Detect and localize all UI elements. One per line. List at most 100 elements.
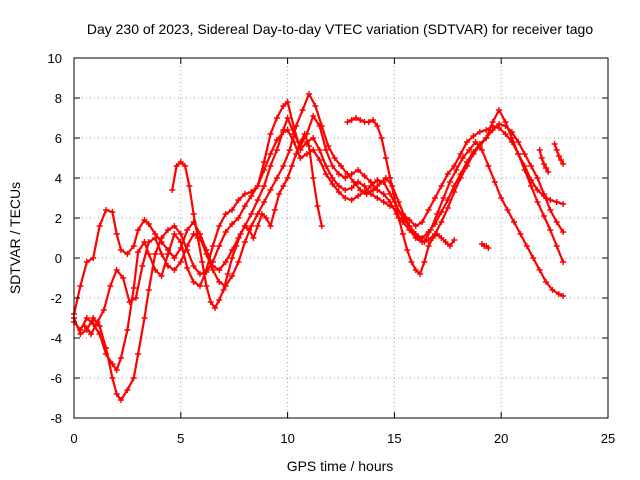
plot-frame <box>73 57 609 419</box>
data-point <box>177 259 184 265</box>
data-point <box>83 315 90 321</box>
data-point <box>363 191 370 197</box>
data-point <box>338 163 344 169</box>
axis-ticks: 0 5 10 15 20 25 -8 -6 -4 -2 0 2 4 6 8 10 <box>48 51 616 446</box>
data-point <box>235 215 242 221</box>
data-point <box>203 251 210 257</box>
data-point <box>560 201 567 207</box>
data-point <box>335 183 342 189</box>
data-point <box>496 121 503 127</box>
x-axis-label: GPS time / hours <box>287 458 394 474</box>
data-point <box>483 127 490 133</box>
data-point <box>370 187 377 193</box>
data-point <box>120 275 127 281</box>
data-point <box>314 203 321 209</box>
series-arc-8 <box>478 241 492 251</box>
data-point <box>171 267 178 273</box>
data-point <box>305 143 312 149</box>
data-point <box>472 139 479 145</box>
data-point <box>90 255 97 261</box>
data-point <box>374 123 381 129</box>
data-point <box>350 179 357 185</box>
data-point <box>540 191 547 197</box>
data-point <box>502 119 509 125</box>
data-point <box>254 183 261 189</box>
data-point <box>478 147 485 153</box>
data-point <box>316 147 323 153</box>
data-point <box>220 287 227 293</box>
data-point <box>177 231 184 237</box>
data-point <box>103 207 110 213</box>
data-point <box>288 163 295 169</box>
data-point <box>235 197 242 203</box>
data-point <box>141 315 148 321</box>
data-point <box>316 157 323 163</box>
data-point <box>184 227 191 233</box>
data-point <box>261 199 268 205</box>
data-point <box>451 189 458 195</box>
data-point <box>109 375 116 381</box>
data-point <box>425 207 432 213</box>
data-point <box>530 255 537 261</box>
data-point <box>190 211 197 217</box>
y-tick-label: 10 <box>48 51 62 66</box>
data-point <box>421 239 428 245</box>
data-point <box>135 249 142 255</box>
data-point <box>380 199 387 205</box>
series-trace <box>72 100 565 372</box>
data-point <box>444 171 451 177</box>
data-point <box>540 213 547 219</box>
data-point <box>451 237 458 243</box>
data-point <box>158 251 165 257</box>
data-point <box>515 139 522 145</box>
data-point <box>547 207 554 213</box>
data-point <box>280 103 287 109</box>
data-point <box>457 175 464 181</box>
data-point <box>378 135 385 141</box>
data-point <box>560 293 567 299</box>
data-point <box>197 271 204 277</box>
data-point <box>261 167 268 173</box>
data-point <box>434 231 441 237</box>
data-point <box>177 159 184 165</box>
data-point <box>558 157 565 163</box>
data-point <box>310 147 317 153</box>
data-point <box>158 239 165 245</box>
data-point <box>271 207 278 213</box>
data-point <box>470 133 477 139</box>
data-point <box>113 231 120 237</box>
data-point <box>224 271 231 277</box>
x-tick-label: 20 <box>494 431 508 446</box>
y-tick-label: 0 <box>55 251 62 266</box>
data-point <box>534 199 541 205</box>
data-point <box>387 175 394 181</box>
data-point <box>466 147 473 153</box>
data-point <box>117 355 124 361</box>
data-point <box>124 327 131 333</box>
data-point <box>395 199 402 205</box>
y-tick-label: 8 <box>55 91 62 106</box>
data-point <box>246 227 253 233</box>
data-point <box>419 219 426 225</box>
data-point <box>357 187 364 193</box>
chart-title: Day 230 of 2023, Sidereal Day-to-day VTE… <box>87 21 594 37</box>
data-point <box>352 115 359 121</box>
data-point <box>241 191 248 197</box>
data-point <box>412 267 419 273</box>
data-point <box>241 239 248 245</box>
data-point <box>547 227 554 233</box>
data-point <box>113 391 120 397</box>
data-point <box>301 131 308 137</box>
data-point <box>412 223 419 229</box>
data-series <box>71 91 567 403</box>
data-point <box>414 235 421 241</box>
y-tick-label: 6 <box>55 131 62 146</box>
data-point <box>280 127 287 133</box>
data-point <box>329 181 336 187</box>
data-point <box>141 217 148 223</box>
data-point <box>355 193 362 199</box>
data-point <box>173 163 180 169</box>
data-point <box>94 319 101 325</box>
data-point <box>489 127 496 133</box>
data-point <box>380 191 387 197</box>
